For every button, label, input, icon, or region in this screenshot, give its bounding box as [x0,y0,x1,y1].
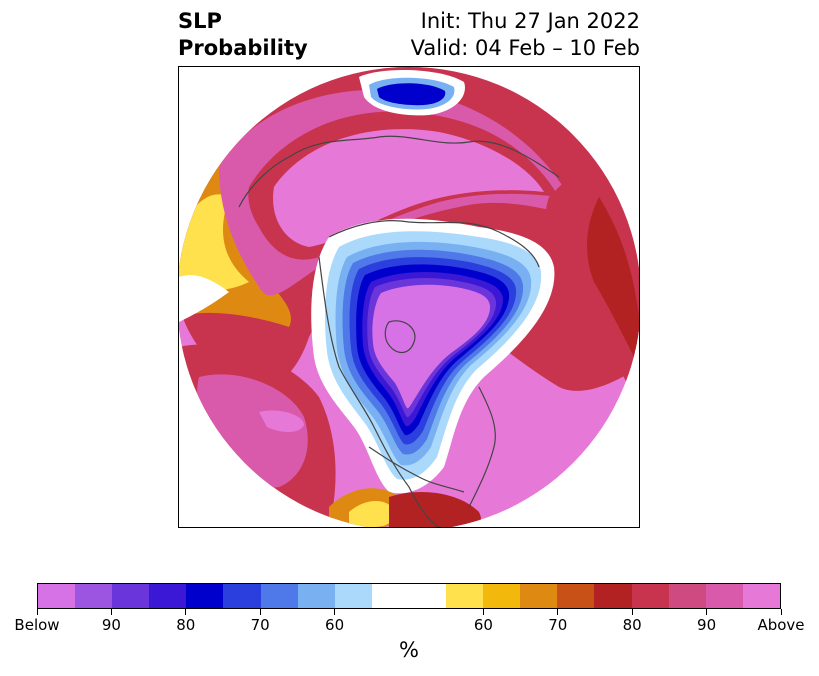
colorbar-segment [260,584,298,608]
colorbar-tick-label: 90 [101,616,121,634]
title-left: SLP Probability [178,8,308,62]
colorbar-segment [446,584,484,608]
colorbar-tick-label: 70 [548,616,568,634]
colorbar-segment [38,584,76,608]
colorbar-tick [706,609,708,615]
colorbar-segment [631,584,669,608]
title-right: Init: Thu 27 Jan 2022 Valid: 04 Feb – 10… [411,8,640,62]
colorbar-tick-label: 60 [473,616,493,634]
colorbar-segment [705,584,743,608]
title-field-name: SLP [178,9,222,33]
colorbar-segment [223,584,261,608]
colorbar-unit-label: % [399,638,419,662]
colorbar-tick-label: Above [757,616,805,634]
contour-above-ll [259,410,304,432]
colorbar-tick [334,609,336,615]
colorbar-tick-label: 70 [250,616,270,634]
colorbar-segment [742,584,780,608]
contour-neutral-left [179,275,229,322]
contour-below-core [372,284,491,409]
colorbar-segment [297,584,335,608]
valid-range-label: Valid: 04 Feb – 10 Feb [410,36,640,60]
colorbar-segment [186,584,224,608]
colorbar-tick [780,609,782,615]
colorbar-segment [149,584,187,608]
colorbar-segment [408,584,447,608]
contour-above-core-ul [273,129,544,247]
colorbar-tick [259,609,261,615]
colorbar-tick [36,609,38,615]
colorbar-segment [112,584,150,608]
coastline-segment [468,386,496,508]
colorbar-tick-label: Below [14,616,60,634]
probability-fill [179,67,639,527]
colorbar-tick-label: 80 [622,616,642,634]
colorbar-segment [334,584,372,608]
coastline-segment [328,220,540,268]
coastline-segment [288,135,560,178]
colorbar-segment [520,584,558,608]
coastline-segment [384,320,416,354]
title-field-type: Probability [178,36,308,60]
colorbar-tick [110,609,112,615]
colorbar-tick [631,609,633,615]
coastlines [238,135,560,527]
colorbar-tick-label: 80 [176,616,196,634]
colorbar-segment [594,584,632,608]
colorbar-segment [483,584,521,608]
contour-a80-bottom [389,492,481,527]
colorbar-tick-label: 90 [697,616,717,634]
colorbar-tick [557,609,559,615]
contour-a70-right [587,197,639,367]
colorbar-segment [371,584,409,608]
colorbar-segment [75,584,113,608]
coastline-segment [368,446,465,493]
contour-a50-bottom [349,501,395,527]
coastline-segment [238,156,290,208]
colorbar-tick-label: 60 [325,616,345,634]
colorbar-tick [482,609,484,615]
probability-map [179,67,639,527]
colorbar-segment [668,584,706,608]
contour-a50-ul [179,194,249,302]
contour-a80-right [545,167,639,407]
colorbar [37,583,781,609]
map-frame [178,66,640,528]
colorbar-tick [185,609,187,615]
colorbar-segment [557,584,595,608]
contour-b80-top [377,83,446,106]
coastline-segment [318,256,440,527]
init-date-label: Init: Thu 27 Jan 2022 [420,9,640,33]
